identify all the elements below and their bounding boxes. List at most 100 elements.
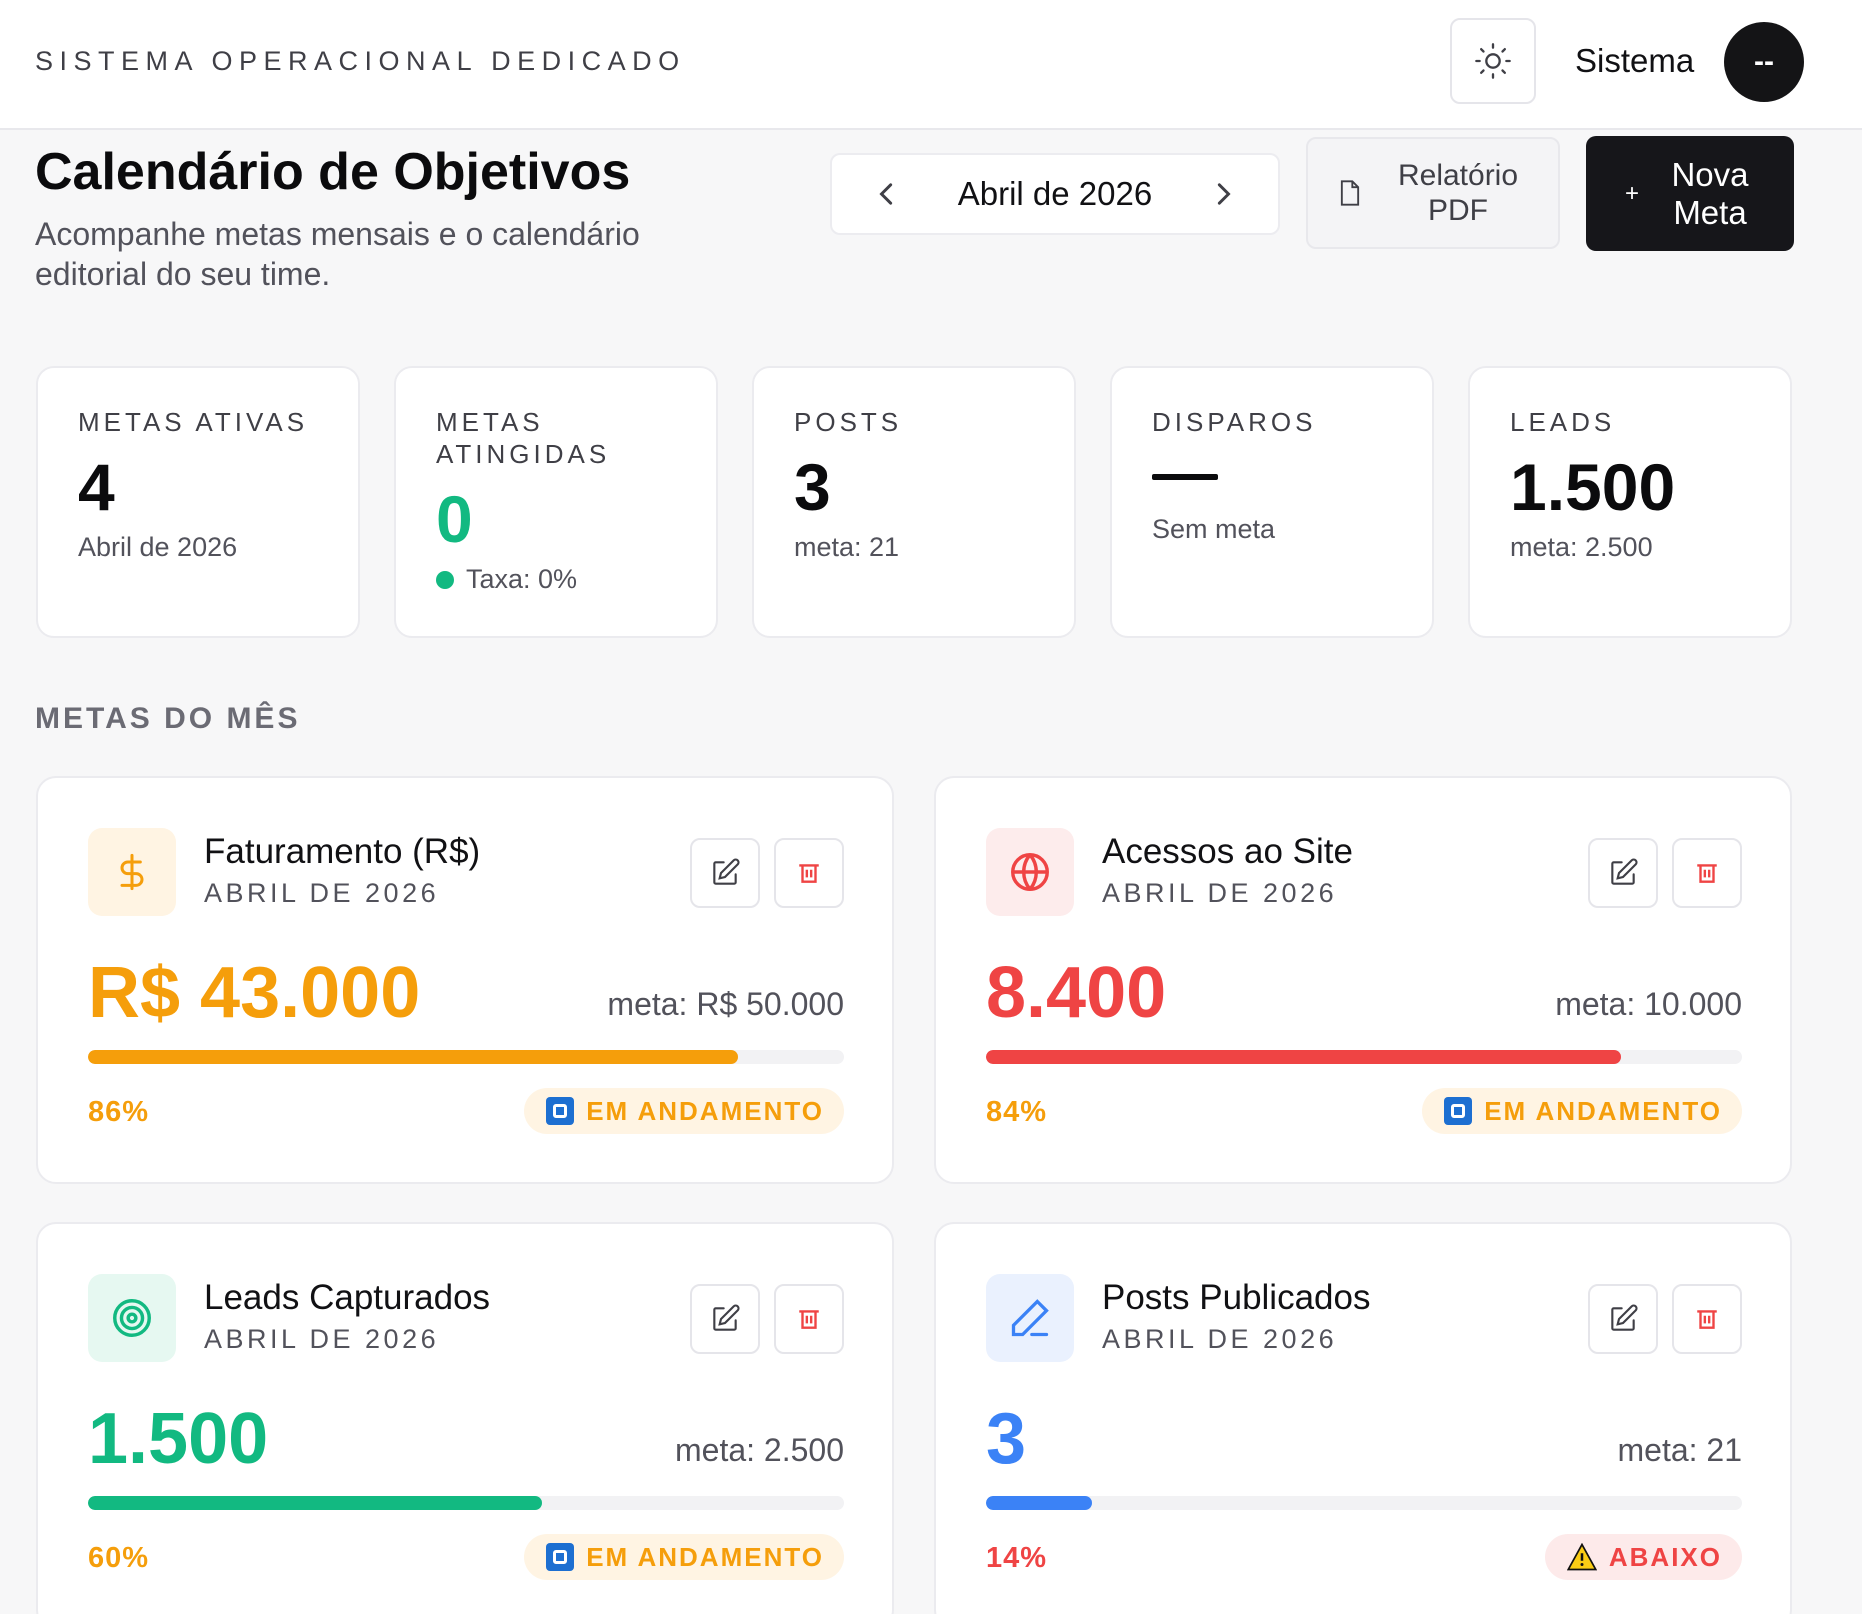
in-progress-icon [546, 1097, 575, 1125]
stat-label: DISPAROS [1152, 407, 1317, 437]
plus-icon: + [1624, 179, 1639, 207]
stat-foot: meta: 2.500 [1510, 532, 1790, 563]
status-text: EM ANDAMENTO [586, 1095, 824, 1126]
stat-foot: meta: 21 [794, 532, 1074, 563]
status-badge: EM ANDAMENTO [1422, 1088, 1742, 1134]
file-icon [1340, 180, 1360, 206]
stat-foot: Sem meta [1152, 514, 1432, 545]
stat-foot: Abril de 2026 [78, 532, 358, 563]
goal-percent: 60% [88, 1542, 150, 1574]
trash-icon [799, 1310, 819, 1329]
avatar[interactable]: -- [1724, 22, 1804, 102]
edit-icon [1611, 858, 1638, 885]
user-name[interactable]: Sistema [1575, 42, 1695, 79]
stat-value: 0 [436, 482, 473, 556]
stat-card-achieved-goals: METAS ATINGIDAS 0 Taxa: 0% [394, 366, 718, 638]
goal-card: Posts Publicados ABRIL DE 2026 3 meta: 2… [934, 1222, 1792, 1614]
brand-title: SISTEMA OPERACIONAL DEDICADO [35, 46, 686, 76]
status-badge: EM ANDAMENTO [524, 1534, 844, 1580]
progress-bar [88, 1050, 844, 1064]
goal-value: 1.500 [88, 1399, 269, 1479]
stat-label: LEADS [1510, 407, 1616, 437]
progress-bar [986, 1496, 1742, 1510]
edit-button[interactable] [1588, 838, 1658, 908]
delete-button[interactable] [1672, 838, 1742, 908]
goal-period: ABRIL DE 2026 [204, 1324, 440, 1354]
stat-foot: Taxa: 0% [436, 564, 716, 595]
stat-card-dispatches: DISPAROS Sem meta [1110, 366, 1434, 638]
stat-label: METAS ATINGIDAS [436, 407, 611, 469]
goal-target: meta: 2.500 [675, 1432, 844, 1468]
goal-title: Posts Publicados [1102, 1278, 1371, 1317]
edit-icon [1611, 1304, 1638, 1331]
section-title: METAS DO MÊS [35, 702, 301, 735]
goal-target: meta: R$ 50.000 [607, 986, 844, 1022]
stat-card-leads: LEADS 1.500 meta: 2.500 [1468, 366, 1792, 638]
status-text: EM ANDAMENTO [586, 1541, 824, 1572]
goal-title: Acessos ao Site [1102, 832, 1353, 871]
edit-button[interactable] [1588, 1284, 1658, 1354]
goal-percent: 84% [986, 1096, 1048, 1128]
goal-period: ABRIL DE 2026 [1102, 1324, 1338, 1354]
sun-icon [1475, 43, 1511, 79]
stat-label: POSTS [794, 407, 903, 437]
stat-foot-text: meta: 21 [794, 532, 900, 562]
delete-button[interactable] [774, 1284, 844, 1354]
edit-button[interactable] [690, 1284, 760, 1354]
next-month-button[interactable] [1208, 174, 1238, 214]
goal-title: Leads Capturados [204, 1278, 491, 1317]
delete-button[interactable] [1672, 1284, 1742, 1354]
new-goal-label: Nova Meta [1671, 155, 1749, 231]
warning-icon [1566, 1543, 1597, 1571]
progress-fill [88, 1050, 739, 1064]
goal-target: meta: 21 [1617, 1432, 1742, 1468]
goal-percent: 86% [88, 1096, 150, 1128]
chevron-left-icon [879, 183, 893, 205]
stat-foot-text: Sem meta [1152, 514, 1276, 544]
stat-value: 3 [794, 450, 831, 524]
edit-button[interactable] [690, 838, 760, 908]
stat-foot-text: meta: 2.500 [1510, 532, 1653, 562]
month-navigator: Abril de 2026 [830, 153, 1280, 235]
goal-value: R$ 43.000 [88, 953, 421, 1033]
status-text: ABAIXO [1608, 1541, 1722, 1572]
status-dot-icon [436, 570, 454, 589]
chevron-right-icon [1217, 183, 1231, 205]
status-badge: EM ANDAMENTO [524, 1088, 844, 1134]
target-icon [88, 1274, 176, 1362]
status-badge: ABAIXO [1544, 1534, 1742, 1580]
trash-icon [1697, 864, 1717, 883]
progress-bar [986, 1050, 1742, 1064]
goal-card: Leads Capturados ABRIL DE 2026 1.500 met… [36, 1222, 894, 1614]
delete-button[interactable] [774, 838, 844, 908]
progress-fill [88, 1496, 542, 1510]
page-title: Calendário de Objetivos [35, 143, 631, 201]
stat-card-active-goals: METAS ATIVAS 4 Abril de 2026 [36, 366, 360, 638]
in-progress-icon [1444, 1097, 1473, 1125]
empty-value-dash [1152, 474, 1218, 480]
goal-percent: 14% [986, 1542, 1048, 1574]
pen-icon [986, 1274, 1074, 1362]
stat-value: 1.500 [1510, 450, 1676, 524]
progress-bar [88, 1496, 844, 1510]
status-text: EM ANDAMENTO [1484, 1095, 1722, 1126]
progress-fill [986, 1496, 1092, 1510]
current-month: Abril de 2026 [957, 175, 1153, 212]
stat-foot-text: Abril de 2026 [78, 532, 238, 562]
edit-icon [713, 1304, 740, 1331]
globe-icon [986, 828, 1074, 916]
goal-value: 8.400 [986, 953, 1167, 1033]
goal-card: Faturamento (R$) ABRIL DE 2026 R$ 43.000… [36, 776, 894, 1184]
pdf-report-button[interactable]: Relatório PDF [1306, 137, 1560, 249]
top-bar: SISTEMA OPERACIONAL DEDICADO Sistema -- [0, 0, 1862, 130]
goal-period: ABRIL DE 2026 [1102, 878, 1338, 908]
goal-card: Acessos ao Site ABRIL DE 2026 8.400 meta… [934, 776, 1792, 1184]
progress-fill [986, 1050, 1622, 1064]
dollar-icon [88, 828, 176, 916]
pdf-report-label: Relatório PDF [1397, 159, 1519, 227]
theme-toggle-button[interactable] [1450, 18, 1536, 104]
trash-icon [1697, 1310, 1717, 1329]
prev-month-button[interactable] [872, 174, 902, 214]
new-goal-button[interactable]: + Nova Meta [1586, 136, 1794, 251]
edit-icon [713, 858, 740, 885]
